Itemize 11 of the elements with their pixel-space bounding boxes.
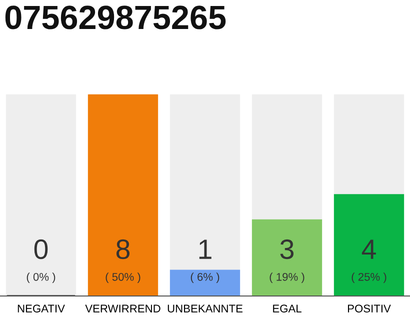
- x-tick-label: VERWIRREND: [85, 304, 160, 312]
- x-tick-label: NEGATIV: [18, 304, 65, 312]
- data-label: 1 ( 6% ): [190, 240, 220, 284]
- data-label: 4 ( 25% ): [352, 240, 386, 284]
- data-label: 8 ( 50% ): [106, 239, 140, 284]
- x-tick-label: POSITIV: [348, 304, 391, 312]
- x-tick-label: UNBEKANNTE: [168, 304, 242, 312]
- data-label: 3 ( 19% ): [270, 239, 304, 284]
- chart-title: 075629875265: [5, 6, 226, 30]
- data-label: 0 ( 0% ): [26, 239, 56, 284]
- x-tick-label: EGAL: [273, 304, 302, 312]
